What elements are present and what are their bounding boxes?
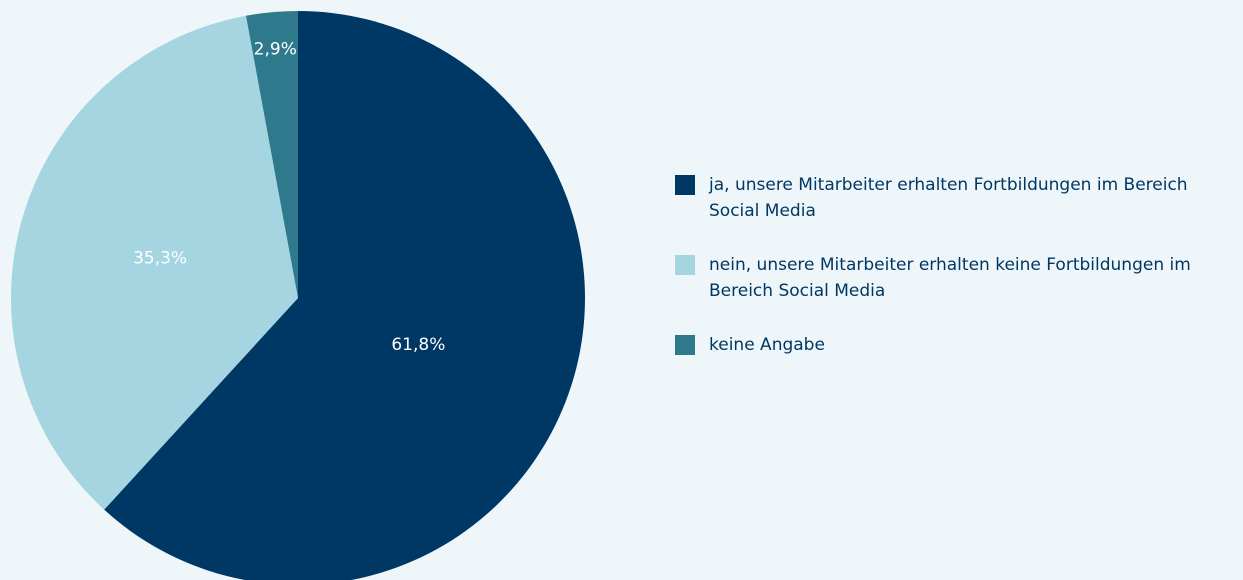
legend-swatch (675, 335, 695, 355)
legend-swatch (675, 255, 695, 275)
legend-label: ja, unsere Mitarbeiter erhalten Fortbild… (709, 175, 1188, 221)
legend: ja, unsere Mitarbeiter erhalten Fortbild… (675, 172, 1243, 386)
legend-item: ja, unsere Mitarbeiter erhalten Fortbild… (675, 172, 1243, 224)
pie-slice (11, 15, 299, 510)
pie-slice (104, 11, 585, 580)
slice-label: 35,3% (133, 248, 187, 268)
pie-chart: 61,8% 35,3% 2,9% (11, 11, 585, 580)
legend-swatch (675, 175, 695, 195)
legend-label: nein, unsere Mitarbeiter erhalten keine … (709, 255, 1191, 301)
legend-item: nein, unsere Mitarbeiter erhalten keine … (675, 252, 1243, 304)
slice-label: 61,8% (391, 335, 445, 355)
slice-label: 2,9% (254, 39, 297, 59)
legend-label: keine Angabe (709, 335, 825, 355)
pie-slice (245, 11, 298, 298)
legend-item: keine Angabe (675, 332, 1243, 358)
